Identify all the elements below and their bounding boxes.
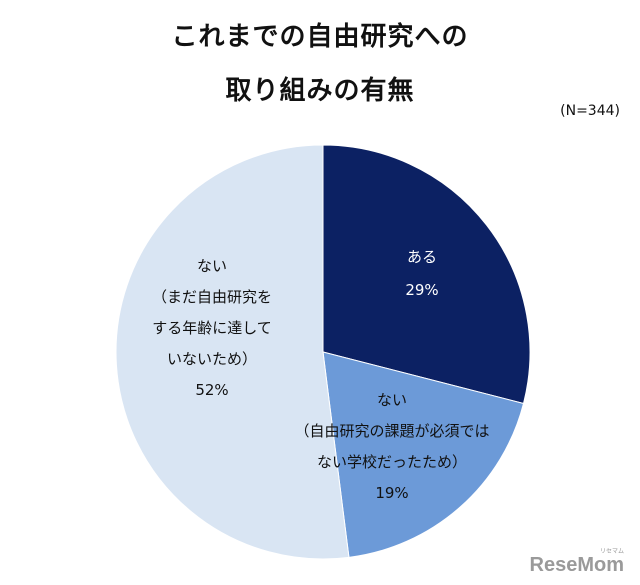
pie-slice-2 xyxy=(115,144,350,560)
pie-slices xyxy=(115,144,531,560)
slice-value-0: 29% xyxy=(405,281,438,299)
slice-value-1: 19% xyxy=(375,484,408,502)
slice-label-2-line-3: いないため） xyxy=(167,350,257,368)
chart-title-line-2: 取り組みの有無 xyxy=(225,76,415,106)
resemom-logo-text: ReseMom xyxy=(529,554,624,576)
chart-title-line-1: これまでの自由研究への xyxy=(171,22,469,52)
slice-label-0-line-0: ある xyxy=(407,248,437,266)
resemom-logo: ReseMom リセマム xyxy=(529,549,624,577)
slice-label-1-line-0: ない xyxy=(377,391,407,409)
slice-label-2-line-2: する年齢に達して xyxy=(152,319,272,337)
slice-label-1-line-2: ない学校だったため） xyxy=(317,453,467,471)
slice-label-1-line-1: （自由研究の課題が必須では xyxy=(294,422,489,440)
sample-size-note: (N=344) xyxy=(560,103,620,119)
slice-label-2-line-1: （まだ自由研究を xyxy=(152,288,272,306)
resemom-logo-kana: リセマム xyxy=(599,549,624,555)
slice-label-2-line-0: ない xyxy=(197,257,227,275)
pie-slice-1 xyxy=(322,351,525,558)
slice-value-2: 52% xyxy=(195,381,228,399)
pie-slice-0 xyxy=(322,144,531,405)
